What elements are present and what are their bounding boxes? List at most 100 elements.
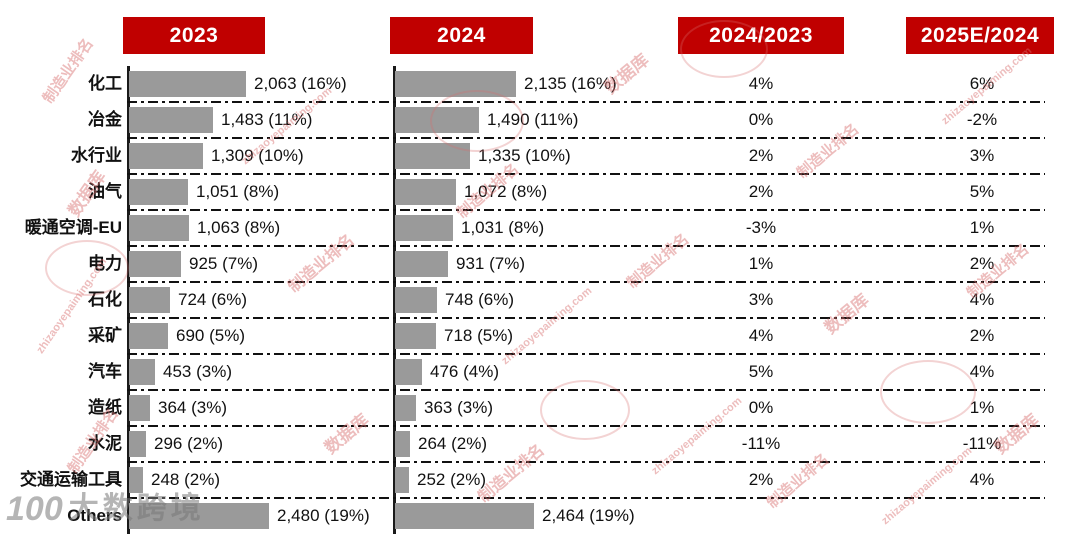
watermark-stamp: 制造业排名 xyxy=(623,230,693,292)
column-header-2024: 2024 xyxy=(390,17,533,54)
bar-2023 xyxy=(129,143,203,169)
bar-2024 xyxy=(395,503,534,529)
column-header-2023: 2023 xyxy=(123,17,265,54)
bar-2023 xyxy=(129,431,146,457)
row-separator xyxy=(127,209,1045,211)
bar-value-label: 1,063 (8%) xyxy=(197,218,281,237)
category-label: 电力 xyxy=(88,254,122,273)
bar-2024 xyxy=(395,395,416,421)
bar-2024 xyxy=(395,359,422,385)
watermark-stamp: zhizaoyepaiming.com xyxy=(879,444,975,528)
growth-value-2024/2023: 2% xyxy=(748,182,774,201)
bar-value-label: 1,072 (8%) xyxy=(464,182,548,201)
growth-value-2025E/2024: 1% xyxy=(969,218,995,237)
bar-2024 xyxy=(395,251,448,277)
axis-line-2023 xyxy=(127,66,130,534)
category-label: 化工 xyxy=(88,74,122,93)
growth-value-2025E/2024: 4% xyxy=(969,362,995,381)
growth-value-2025E/2024: 4% xyxy=(969,290,995,309)
category-label: 暖通空调-EU xyxy=(24,218,122,237)
logo-100-icon: 100 xyxy=(6,490,63,528)
category-label: 交通运输工具 xyxy=(20,470,122,489)
bar-value-label: 690 (5%) xyxy=(176,326,245,345)
row-separator xyxy=(127,281,1045,283)
growth-value-2025E/2024: 5% xyxy=(969,182,995,201)
growth-value-2025E/2024: 4% xyxy=(969,470,995,489)
bar-value-label: 1,483 (11%) xyxy=(221,110,313,129)
bar-2023 xyxy=(129,251,181,277)
growth-value-2024/2023: 4% xyxy=(748,326,774,345)
row-separator xyxy=(127,461,1045,463)
category-label: 油气 xyxy=(88,182,122,201)
bar-value-label: 718 (5%) xyxy=(444,326,513,345)
bar-value-label: 1,031 (8%) xyxy=(461,218,545,237)
row-separator xyxy=(127,101,1045,103)
growth-value-2025E/2024: 2% xyxy=(969,254,995,273)
bar-value-label: 925 (7%) xyxy=(189,254,258,273)
bar-value-label: 248 (2%) xyxy=(151,470,220,489)
row-separator xyxy=(127,245,1045,247)
growth-value-2024/2023: 5% xyxy=(748,362,774,381)
bar-2024 xyxy=(395,179,456,205)
bar-2023 xyxy=(129,287,170,313)
bar-2023 xyxy=(129,179,188,205)
bar-value-label: 724 (6%) xyxy=(178,290,247,309)
watermark-stamp: 数据库 xyxy=(821,290,873,338)
bar-value-label: 2,464 (19%) xyxy=(542,506,635,525)
bar-value-label: 1,335 (10%) xyxy=(478,146,571,165)
bar-2024 xyxy=(395,107,479,133)
row-separator xyxy=(127,173,1045,175)
growth-value-2024/2023: 2% xyxy=(748,470,774,489)
bar-value-label: 748 (6%) xyxy=(445,290,514,309)
growth-value-2025E/2024: 6% xyxy=(969,74,995,93)
growth-value-2024/2023: -3% xyxy=(745,218,777,237)
column-header-2024-2023: 2024/2023 xyxy=(678,17,844,54)
growth-value-2025E/2024: 3% xyxy=(969,146,995,165)
growth-value-2025E/2024: 2% xyxy=(969,326,995,345)
bar-value-label: 364 (3%) xyxy=(158,398,227,417)
bar-value-label: 363 (3%) xyxy=(424,398,493,417)
bar-value-label: 264 (2%) xyxy=(418,434,487,453)
row-separator xyxy=(127,425,1045,427)
growth-value-2024/2023: 4% xyxy=(748,74,774,93)
growth-value-2024/2023: -11% xyxy=(741,434,781,453)
watermark-stamp: zhizaoyepaiming.com xyxy=(649,394,745,478)
category-label: 水泥 xyxy=(88,434,122,453)
bar-value-label: 453 (3%) xyxy=(163,362,232,381)
row-separator xyxy=(127,317,1045,319)
bar-value-label: 1,309 (10%) xyxy=(211,146,304,165)
bar-2023 xyxy=(129,467,143,493)
bar-2024 xyxy=(395,287,437,313)
bar-2023 xyxy=(129,503,269,529)
bar-value-label: 252 (2%) xyxy=(417,470,486,489)
bar-2023 xyxy=(129,71,246,97)
growth-value-2025E/2024: 1% xyxy=(969,398,995,417)
bar-value-label: 1,490 (11%) xyxy=(487,110,579,129)
category-label: Others xyxy=(67,506,122,525)
bar-2023 xyxy=(129,215,189,241)
watermark-stamp: 制造业排名 xyxy=(285,231,358,297)
bar-2024 xyxy=(395,143,470,169)
bar-2023 xyxy=(129,395,150,421)
growth-value-2024/2023: 1% xyxy=(748,254,774,273)
bar-2023 xyxy=(129,323,168,349)
bar-2024 xyxy=(395,467,409,493)
column-header-2025e-2024: 2025E/2024 xyxy=(906,17,1054,54)
bar-2024 xyxy=(395,215,453,241)
row-separator xyxy=(127,497,1045,499)
row-separator xyxy=(127,389,1045,391)
row-separator xyxy=(127,353,1045,355)
category-label: 采矿 xyxy=(88,326,122,345)
bar-value-label: 2,063 (16%) xyxy=(254,74,347,93)
bar-2023 xyxy=(129,359,155,385)
bar-value-label: 296 (2%) xyxy=(154,434,223,453)
row-separator xyxy=(127,137,1045,139)
category-label: 水行业 xyxy=(71,146,122,165)
growth-value-2024/2023: 3% xyxy=(748,290,774,309)
category-label: 汽车 xyxy=(88,362,122,381)
bar-value-label: 2,135 (16%) xyxy=(524,74,617,93)
bar-2024 xyxy=(395,323,436,349)
growth-value-2025E/2024: -2% xyxy=(966,110,998,129)
bar-value-label: 1,051 (8%) xyxy=(196,182,280,201)
